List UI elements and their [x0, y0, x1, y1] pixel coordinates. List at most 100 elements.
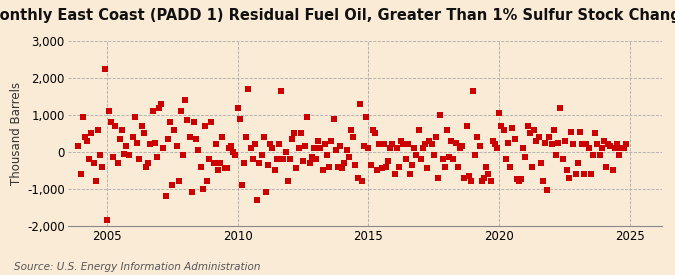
Point [236, 183, 247, 187]
Point [321, 153, 332, 158]
Point [92, 128, 103, 132]
Point [339, 161, 350, 165]
Point [112, 161, 123, 165]
Point [479, 175, 489, 180]
Point [533, 135, 544, 139]
Point [365, 163, 376, 167]
Point [271, 157, 282, 161]
Point [217, 135, 227, 139]
Point [117, 128, 128, 132]
Point [608, 168, 618, 172]
Point [588, 153, 599, 158]
Point [165, 120, 176, 125]
Point [477, 179, 487, 183]
Point [278, 157, 289, 161]
Point [191, 137, 202, 141]
Point [154, 105, 165, 110]
Point [507, 126, 518, 130]
Point [123, 153, 134, 158]
Point [620, 142, 631, 147]
Point [383, 159, 394, 163]
Point [200, 124, 211, 128]
Point [422, 166, 433, 170]
Point [406, 163, 417, 167]
Point [119, 152, 130, 156]
Point [230, 153, 241, 158]
Point [485, 179, 496, 183]
Point [603, 142, 614, 147]
Point [581, 142, 592, 147]
Point [487, 139, 498, 143]
Text: Monthly East Coast (PADD 1) Residual Fuel Oil, Greater Than 1% Sulfur Stock Chan: Monthly East Coast (PADD 1) Residual Fue… [0, 8, 675, 23]
Point [136, 124, 147, 128]
Point [252, 197, 263, 202]
Point [197, 186, 208, 191]
Point [583, 146, 594, 150]
Point [291, 166, 302, 170]
Point [409, 146, 420, 150]
Point [512, 177, 522, 182]
Point [599, 139, 610, 143]
Point [424, 139, 435, 143]
Point [239, 161, 250, 165]
Point [544, 135, 555, 139]
Point [616, 146, 627, 150]
Point [468, 89, 479, 93]
Point [411, 153, 422, 158]
Point [128, 135, 138, 139]
Point [324, 164, 335, 169]
Point [562, 168, 572, 172]
Point [418, 146, 429, 150]
Point [441, 128, 452, 132]
Point [308, 146, 319, 150]
Point [261, 190, 271, 194]
Point [354, 102, 365, 106]
Point [450, 140, 461, 145]
Point [370, 131, 381, 136]
Point [265, 142, 275, 147]
Point [439, 164, 450, 169]
Point [82, 139, 92, 143]
Point [211, 142, 221, 147]
Point [361, 115, 372, 119]
Point [304, 161, 315, 165]
Point [243, 87, 254, 91]
Y-axis label: Thousand Barrels: Thousand Barrels [10, 82, 23, 185]
Point [352, 175, 363, 180]
Point [596, 146, 607, 150]
Point [592, 142, 603, 147]
Point [335, 144, 346, 148]
Point [446, 139, 457, 143]
Point [248, 157, 259, 161]
Point [537, 179, 548, 183]
Point [156, 102, 167, 106]
Point [186, 190, 197, 194]
Point [590, 131, 601, 136]
Point [151, 155, 162, 160]
Point [250, 142, 261, 147]
Point [570, 172, 581, 176]
Point [276, 89, 287, 93]
Point [143, 161, 154, 165]
Point [225, 144, 236, 148]
Point [483, 172, 493, 176]
Point [95, 153, 105, 158]
Point [392, 146, 402, 150]
Point [566, 129, 576, 134]
Point [75, 172, 86, 176]
Point [315, 146, 326, 150]
Point [452, 164, 463, 169]
Point [505, 164, 516, 169]
Point [306, 155, 317, 160]
Point [215, 161, 225, 165]
Point [267, 146, 278, 150]
Point [546, 142, 557, 147]
Point [256, 153, 267, 158]
Point [378, 142, 389, 147]
Point [443, 155, 454, 160]
Point [138, 131, 149, 136]
Point [376, 166, 387, 170]
Point [520, 155, 531, 160]
Point [310, 157, 321, 161]
Point [182, 118, 193, 123]
